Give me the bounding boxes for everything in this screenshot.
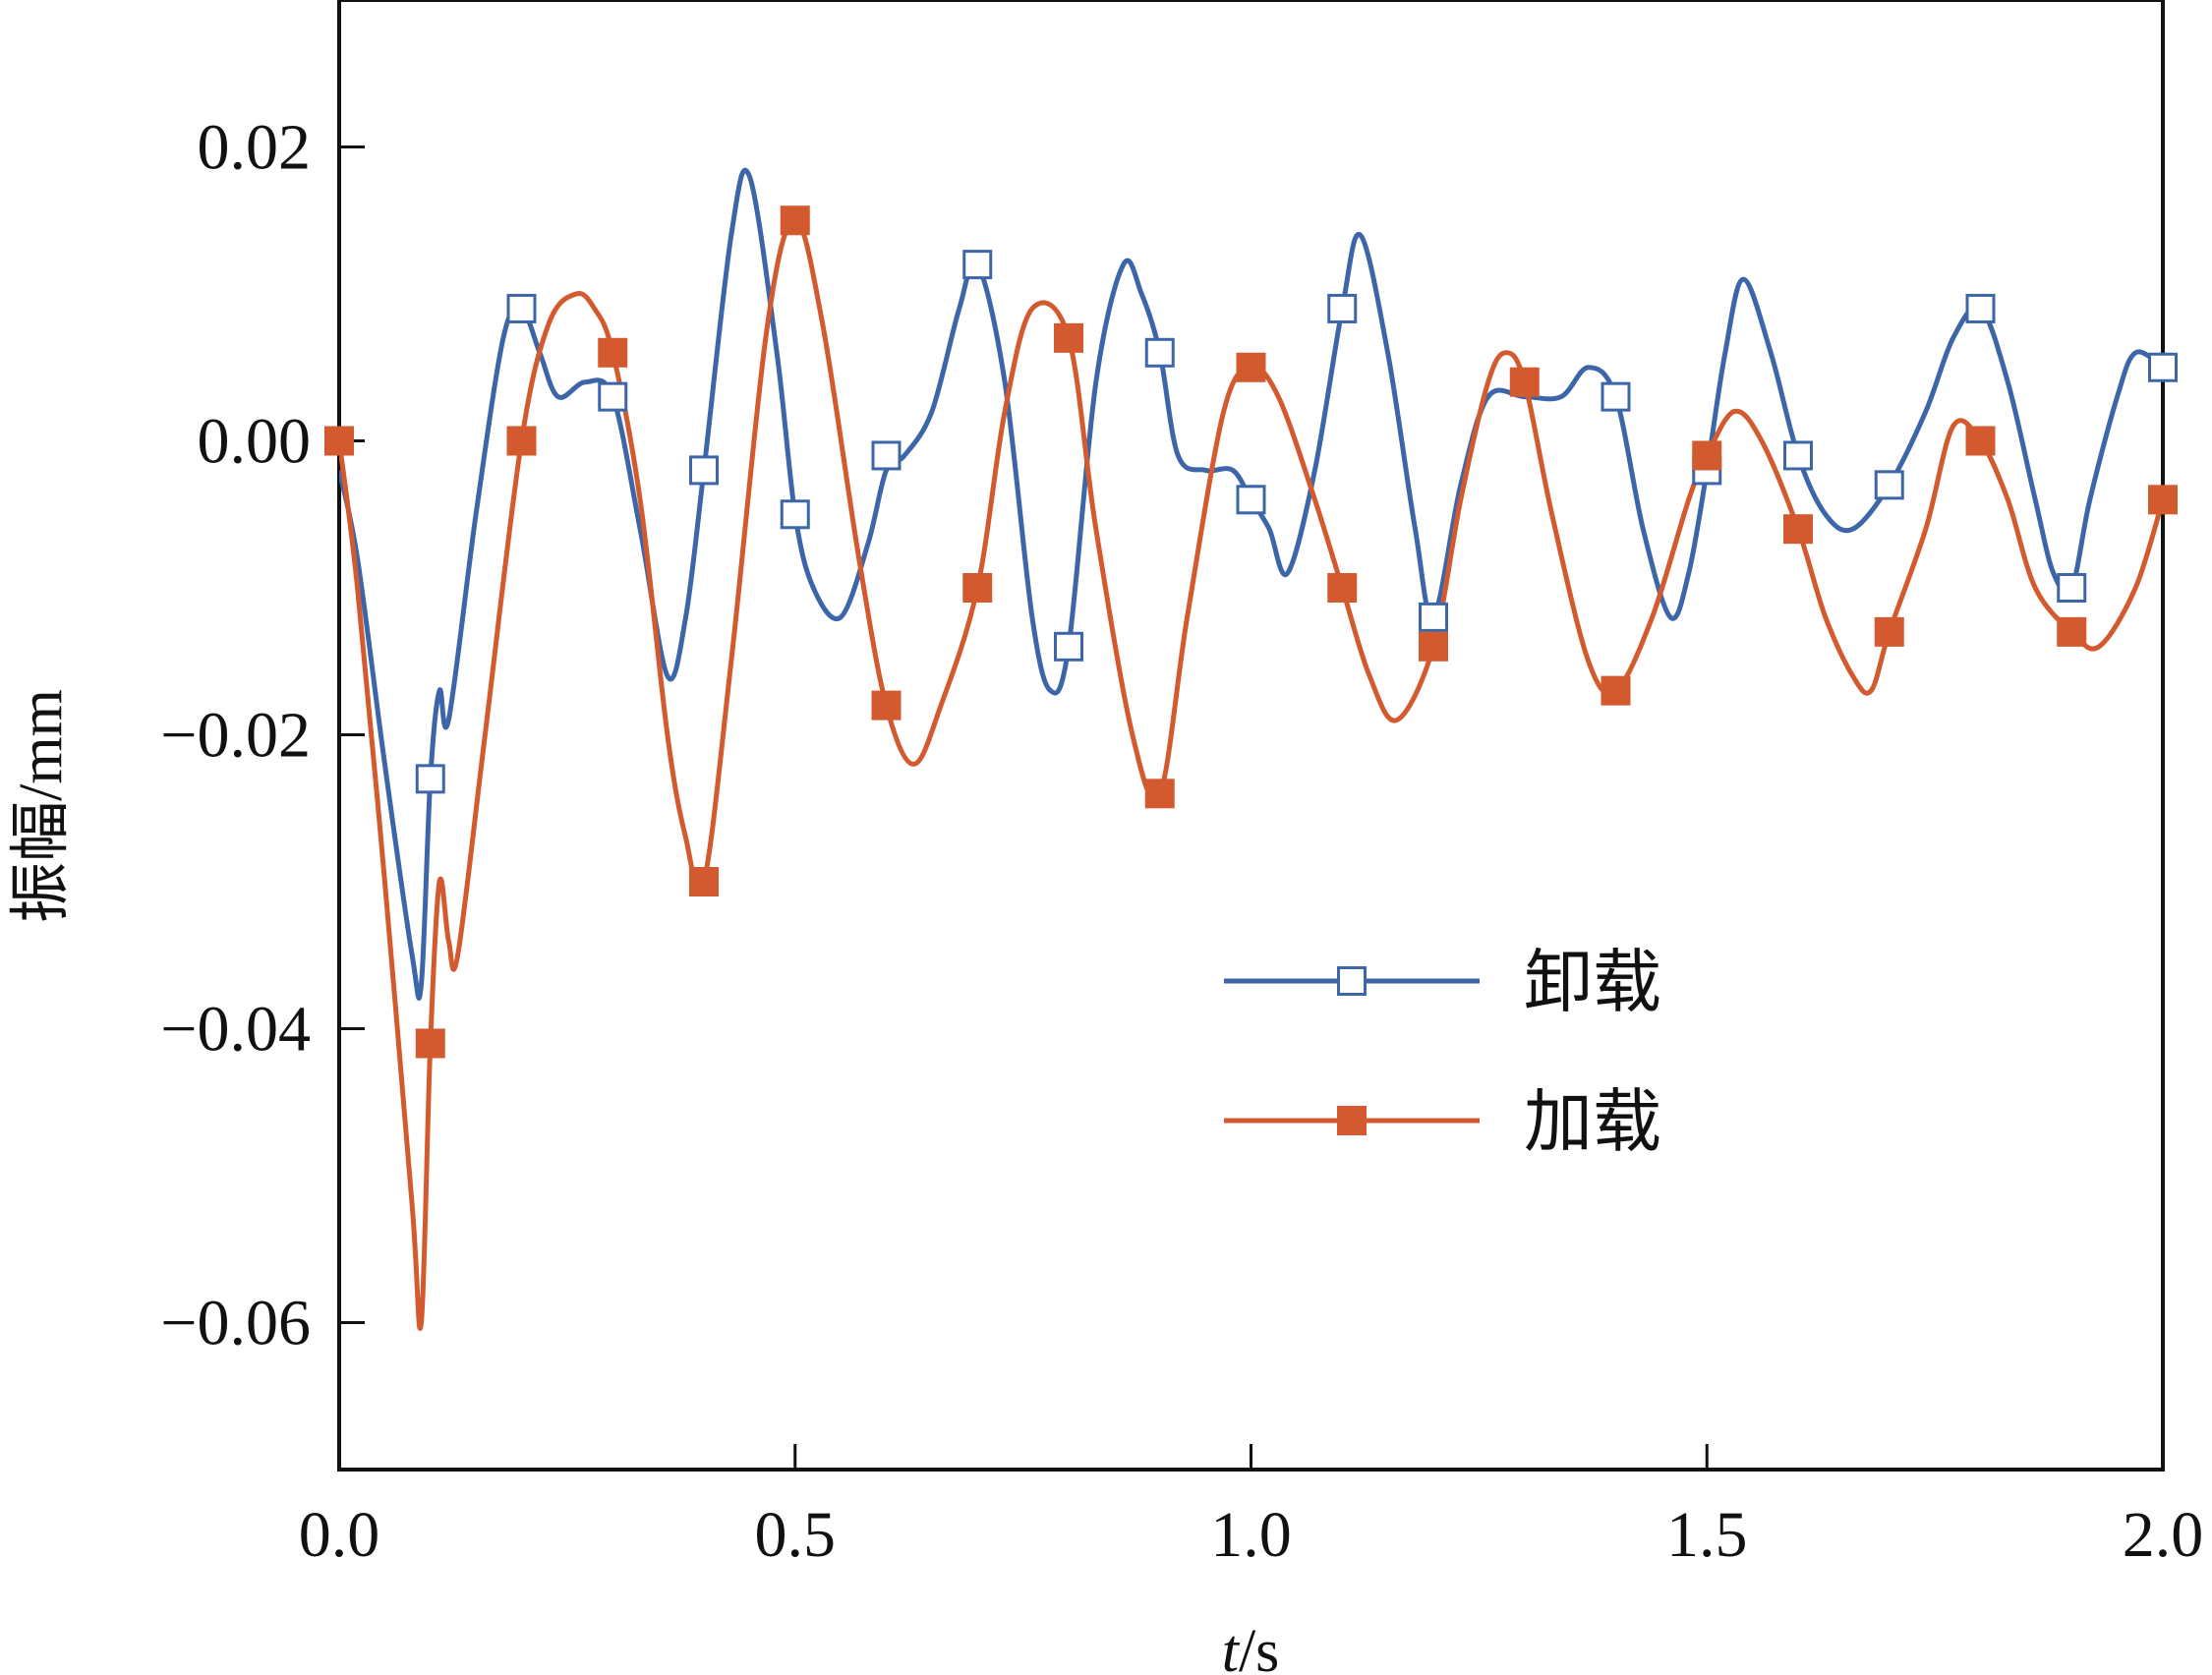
legend-label-0: 卸载: [1524, 942, 1661, 1022]
series-0-marker: [1965, 293, 1996, 323]
series-0-marker: [2057, 573, 2087, 603]
plot-frame: [337, 0, 2165, 1472]
marker-layer: [324, 205, 2178, 1059]
series-1-marker: [1783, 514, 1813, 545]
series-1-marker: [962, 573, 993, 603]
series-0-marker: [506, 293, 537, 323]
series-0-marker: [1874, 470, 1904, 500]
series-0-marker: [1144, 337, 1175, 368]
series-1-marker: [2148, 485, 2178, 515]
y-tick-label: −0.02: [160, 700, 311, 772]
series-0-marker: [689, 455, 719, 486]
series-0-marker: [1601, 381, 1631, 412]
series-1-marker: [1144, 779, 1175, 809]
series-0-marker: [962, 250, 993, 280]
x-tick-label: 1.5: [1666, 1499, 1748, 1571]
series-0-marker: [1783, 440, 1813, 471]
x-axis-title-variable: t: [1222, 1618, 1241, 1675]
series-0-marker: [1054, 631, 1083, 662]
x-axis-title: t/s: [1222, 1618, 1280, 1675]
y-axis-title: 振幅/mm: [8, 689, 75, 923]
series-1-marker: [1965, 426, 1996, 456]
series-1-marker: [1419, 631, 1448, 662]
series-1-marker: [1692, 440, 1722, 471]
series-line-0: [339, 167, 2163, 1001]
series-1-marker: [2057, 616, 2087, 647]
series-1-marker: [506, 426, 537, 456]
series-0-marker: [415, 764, 445, 794]
series-1-marker: [415, 1028, 445, 1059]
y-tick-label: 0.00: [198, 406, 312, 478]
series-1-marker: [1874, 616, 1904, 647]
x-tick-label: 0.5: [755, 1499, 837, 1571]
series-0-marker: [598, 381, 628, 412]
legend-label-1: 加载: [1524, 1081, 1661, 1162]
series-1-marker: [1054, 322, 1083, 353]
series-1-marker: [689, 867, 719, 896]
y-tick-label: 0.02: [198, 112, 312, 184]
x-tick-label: 1.0: [1210, 1499, 1292, 1571]
series-0-marker: [1236, 485, 1266, 515]
series-1-marker: [1236, 352, 1266, 382]
series-0-marker: [1327, 293, 1358, 323]
series-1-marker: [324, 426, 354, 456]
series-0-marker: [2148, 352, 2178, 382]
series-layer: [339, 167, 2163, 1331]
x-tick-label: 0.0: [299, 1499, 380, 1571]
series-1-marker: [1601, 675, 1631, 706]
x-axis-title-unit: /s: [1239, 1618, 1279, 1675]
y-axis: 0.02 0.00 −0.02 −0.04 −0.06: [160, 112, 365, 1359]
x-axis: 0.0 0.5 1.0 1.5 2.0: [299, 1444, 2204, 1571]
series-1-marker: [1327, 573, 1358, 603]
legend-marker-1: [1337, 1106, 1367, 1135]
legend-marker-0: [1337, 966, 1367, 996]
y-tick-label: −0.06: [160, 1288, 311, 1359]
series-1-marker: [871, 690, 902, 721]
series-0-marker: [1419, 602, 1448, 632]
y-tick-label: −0.04: [160, 994, 311, 1066]
series-0-marker: [780, 499, 810, 530]
series-1-marker: [780, 205, 810, 236]
series-1-marker: [1509, 367, 1540, 397]
series-line-1: [339, 217, 2163, 1331]
x-tick-label: 2.0: [2123, 1499, 2204, 1571]
series-0-marker: [871, 440, 902, 471]
series-1-marker: [598, 337, 628, 368]
